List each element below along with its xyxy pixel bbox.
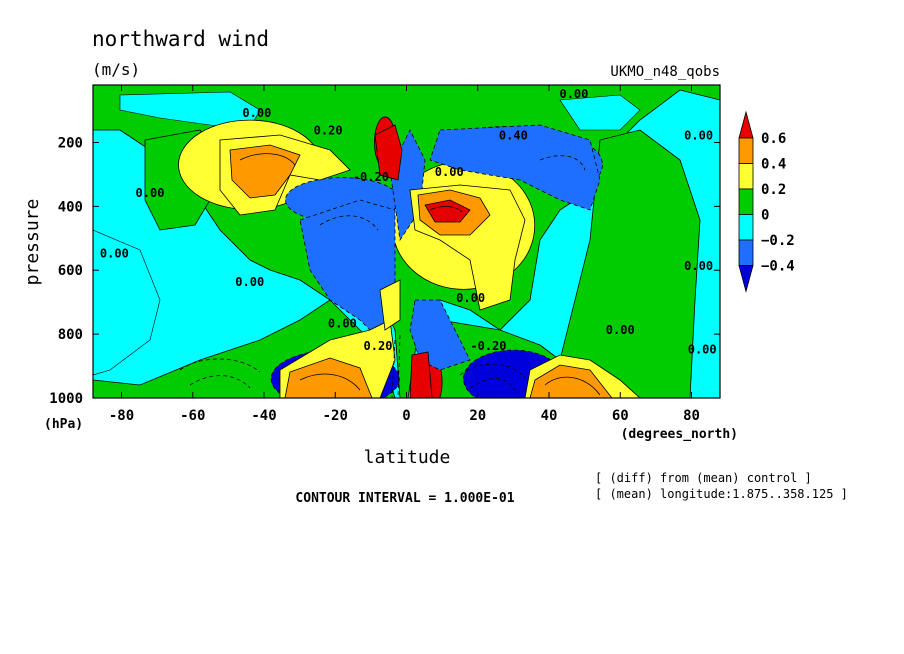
y-axis-unit: (hPa): [44, 417, 83, 432]
contour-label: 0.40: [499, 128, 528, 142]
contour-label: 0.00: [456, 291, 485, 305]
contour-interval-note: CONTOUR INTERVAL = 1.000E-01: [295, 491, 514, 506]
colorbar: 0.6 0.4 0.2 0 −0.2 −0.4: [738, 110, 795, 294]
contour-label: -0.20: [470, 339, 506, 353]
colorbar-segment: [738, 239, 754, 266]
contour-fill-region: [559, 129, 701, 398]
x-tick-label: -20: [323, 408, 348, 424]
contour-fill-region: [529, 364, 613, 398]
y-axis-label: pressure: [22, 199, 43, 286]
contour-fill-region: [559, 94, 641, 131]
contour-lines-negative: [179, 155, 586, 398]
diff-note: [ (diff) from (mean) control ]: [595, 471, 812, 485]
contour-fill-region: [374, 124, 403, 181]
colorbar-label: 0.6: [761, 131, 786, 147]
y-axis: 200 400 600 800 1000: [49, 135, 720, 407]
plot-area: 0.00 0.20 0.40 0.00 0.00 0.00 -0.20 0.00 0.00 0.0…: [93, 85, 720, 398]
contour-label: 0.00: [559, 87, 588, 101]
x-tick-label: 40: [541, 408, 558, 424]
chart-title: northward wind: [92, 27, 269, 51]
contour-label-layer: 0.00 0.20 0.40 0.00 0.00 0.00 -0.20 0.00 0.00 0.0…: [100, 87, 717, 357]
colorbar-cap-bottom: [738, 265, 754, 294]
contour-fill-region: [429, 124, 601, 211]
y-tick-label: 800: [58, 327, 83, 343]
contour-label: 0.00: [136, 186, 165, 200]
colorbar-cap-top: [738, 110, 754, 139]
x-tick-label: -80: [109, 408, 134, 424]
x-tick-label: 0: [402, 408, 410, 424]
colorbar-label: −0.2: [761, 233, 795, 249]
colorbar-segment: [738, 214, 754, 241]
contour-fill-region: [93, 229, 161, 376]
x-tick-label: -60: [180, 408, 205, 424]
y-tick-label: 200: [58, 135, 83, 151]
colorbar-label: 0.4: [761, 157, 786, 173]
contour-fill-region: [229, 144, 301, 199]
colorbar-label: −0.4: [761, 259, 795, 275]
x-tick-label: 60: [612, 408, 629, 424]
contour-label: 0.00: [242, 106, 271, 120]
longitude-note: [ (mean) longitude:1.875..358.125 ]: [595, 487, 848, 501]
contour-fill-region: [409, 351, 433, 398]
x-axis-unit: (degrees_north): [621, 427, 738, 442]
colorbar-segment: [738, 163, 754, 190]
colorbar-label: 0.2: [761, 182, 786, 198]
x-tick-label: -40: [251, 408, 276, 424]
contour-label: 0.00: [100, 246, 129, 260]
contour-fill-region: [284, 357, 373, 398]
y-tick-label: 1000: [49, 391, 83, 407]
contour-fill-region: [424, 199, 471, 223]
contour-label: 0.20: [364, 339, 393, 353]
dataset-label: UKMO_n48_qobs: [610, 64, 720, 80]
contour-label: 0.00: [684, 128, 713, 142]
contour-lines: [239, 153, 601, 396]
y-tick-label: 600: [58, 263, 83, 279]
contour-label: 0.20: [314, 124, 343, 138]
colorbar-label: 0: [761, 208, 769, 224]
contour-label: 0.00: [235, 275, 264, 289]
x-axis: -80 -60 -40 -20 0 20 40 60 80: [109, 85, 700, 424]
contour-label: 0.00: [684, 259, 713, 273]
x-tick-label: 20: [469, 408, 486, 424]
contour-label: 0.00: [328, 317, 357, 331]
colorbar-segment: [738, 137, 754, 164]
x-axis-label: latitude: [364, 447, 451, 468]
x-tick-label: 80: [683, 408, 700, 424]
y-tick-label: 400: [58, 199, 83, 215]
colorbar-segment: [738, 188, 754, 215]
contour-label: 0.00: [688, 342, 717, 356]
contour-label: 0.00: [435, 165, 464, 179]
chart-units: (m/s): [92, 60, 140, 79]
contour-label: -0.20: [353, 170, 389, 184]
contour-fill-region: [379, 279, 401, 331]
contour-label: 0.00: [606, 323, 635, 337]
